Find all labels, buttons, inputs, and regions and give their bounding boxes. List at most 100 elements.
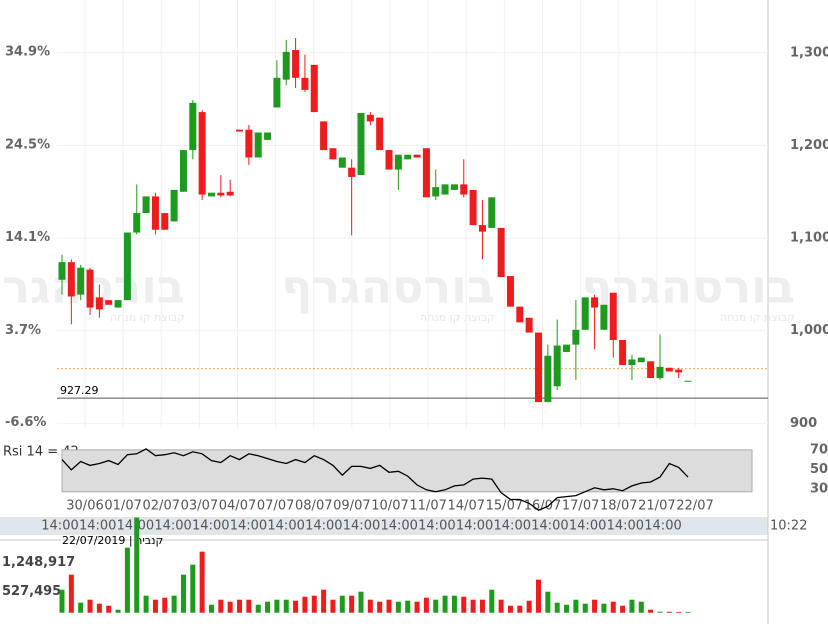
candle-body — [525, 317, 533, 333]
candle-body — [619, 339, 627, 366]
volume-bar — [479, 599, 485, 613]
volume-bar — [414, 601, 420, 613]
volume-bar — [274, 599, 280, 613]
candle-body — [628, 359, 636, 366]
candle-body — [563, 344, 571, 353]
volume-bar — [227, 601, 233, 613]
candle-body — [675, 369, 683, 373]
candle-body — [114, 300, 122, 308]
y2-tick-label: 24.5% — [5, 137, 50, 152]
candle-body — [376, 117, 384, 151]
candle-body — [67, 262, 75, 297]
y2-tick-label: 34.9% — [5, 44, 50, 59]
y2-tick-label: -6.6% — [5, 415, 46, 430]
volume-bar — [330, 599, 336, 613]
candle-body — [600, 304, 608, 330]
watermark-sub: קבוצת קו מנחה — [720, 311, 795, 324]
volume-bar — [423, 597, 429, 613]
candle-body — [357, 113, 365, 176]
y-tick-label: 1,300 — [790, 45, 828, 60]
volume-bar — [545, 591, 551, 613]
watermark: בורסהגרף — [281, 260, 495, 314]
x-tick-label: 14/07 — [448, 499, 485, 514]
volume-bar — [302, 596, 308, 613]
x-tick-label: 16/07 — [524, 499, 561, 514]
rsi-line — [61, 448, 689, 511]
rsi-band — [61, 449, 753, 493]
candle-body — [544, 355, 552, 403]
volume-bar — [685, 611, 691, 613]
volume-bar — [265, 601, 271, 613]
volume-bar — [358, 591, 364, 613]
x-tick-label: 01/07 — [104, 499, 141, 514]
last-time: 10:22 — [770, 519, 807, 534]
volume-bar — [507, 605, 513, 613]
volume-bar — [592, 599, 598, 613]
candle-body — [329, 148, 337, 160]
volume-bar — [106, 605, 112, 613]
volume-bar — [517, 605, 523, 613]
volume-bar — [180, 574, 186, 613]
volume-bar — [489, 589, 495, 613]
time-label: 14:00 — [305, 519, 342, 534]
volume-tick-label: 1,248,917 — [2, 555, 75, 570]
volume-bar — [638, 601, 644, 613]
time-label: 14:00 — [607, 519, 644, 534]
time-label: 14:00 — [267, 519, 304, 534]
candle-body — [310, 64, 318, 113]
candle-body — [385, 150, 393, 170]
volume-bar — [564, 604, 570, 613]
candle-body — [123, 232, 131, 301]
rsi-tick-label: 50 — [810, 462, 828, 477]
volume-bar — [536, 579, 542, 613]
x-tick-label: 18/07 — [600, 499, 637, 514]
candle-body — [665, 367, 673, 372]
volume-bar — [629, 599, 635, 613]
volume-bar — [255, 604, 261, 613]
time-label: 14:00 — [569, 519, 606, 534]
time-axis-band — [0, 517, 768, 535]
volume-bar — [666, 611, 672, 613]
volume-bar — [526, 600, 532, 613]
time-label: 14:00 — [494, 519, 531, 534]
volume-bar — [451, 595, 457, 613]
candle-body — [254, 132, 262, 158]
x-tick-label: 09/07 — [333, 499, 370, 514]
time-label: 14:00 — [418, 519, 455, 534]
time-label: 14:00 — [380, 519, 417, 534]
time-label: 14:00 — [230, 519, 267, 534]
candle-body — [647, 361, 655, 378]
volume-bar — [461, 596, 467, 613]
volume-bar — [433, 599, 439, 613]
volume-bar — [405, 600, 411, 613]
y-tick-label: 1,200 — [790, 138, 828, 153]
time-label: 14:00 — [343, 519, 380, 534]
candle-body — [450, 184, 458, 190]
volume-bar — [162, 597, 168, 613]
volume-bar — [676, 611, 682, 613]
volume-bar — [582, 603, 588, 613]
volume-bar — [442, 595, 448, 613]
watermark-sub: קבוצת קו מנחה — [420, 311, 495, 324]
volume-bar — [87, 599, 93, 613]
rsi-label: Rsi 14 = 42 — [3, 445, 79, 460]
candle-body — [506, 276, 514, 307]
candle-body — [207, 192, 215, 197]
candle-body — [86, 269, 94, 308]
y-tick-label: 1,100 — [790, 231, 828, 246]
volume-bar — [657, 611, 663, 613]
volume-bar — [321, 589, 327, 613]
volume-bar — [115, 609, 121, 613]
candle-body — [516, 306, 524, 323]
volume-bar — [96, 603, 102, 613]
candle-body — [264, 132, 272, 140]
volume-bar — [208, 604, 214, 613]
candle-body — [198, 112, 206, 195]
volume-bar — [367, 599, 373, 613]
volume-bar — [395, 601, 401, 613]
last-price-label: 927.29 — [60, 384, 99, 397]
volume-bar — [311, 595, 317, 613]
volume-bar — [237, 599, 243, 613]
volume-bar — [171, 595, 177, 613]
candle-body — [179, 150, 187, 192]
